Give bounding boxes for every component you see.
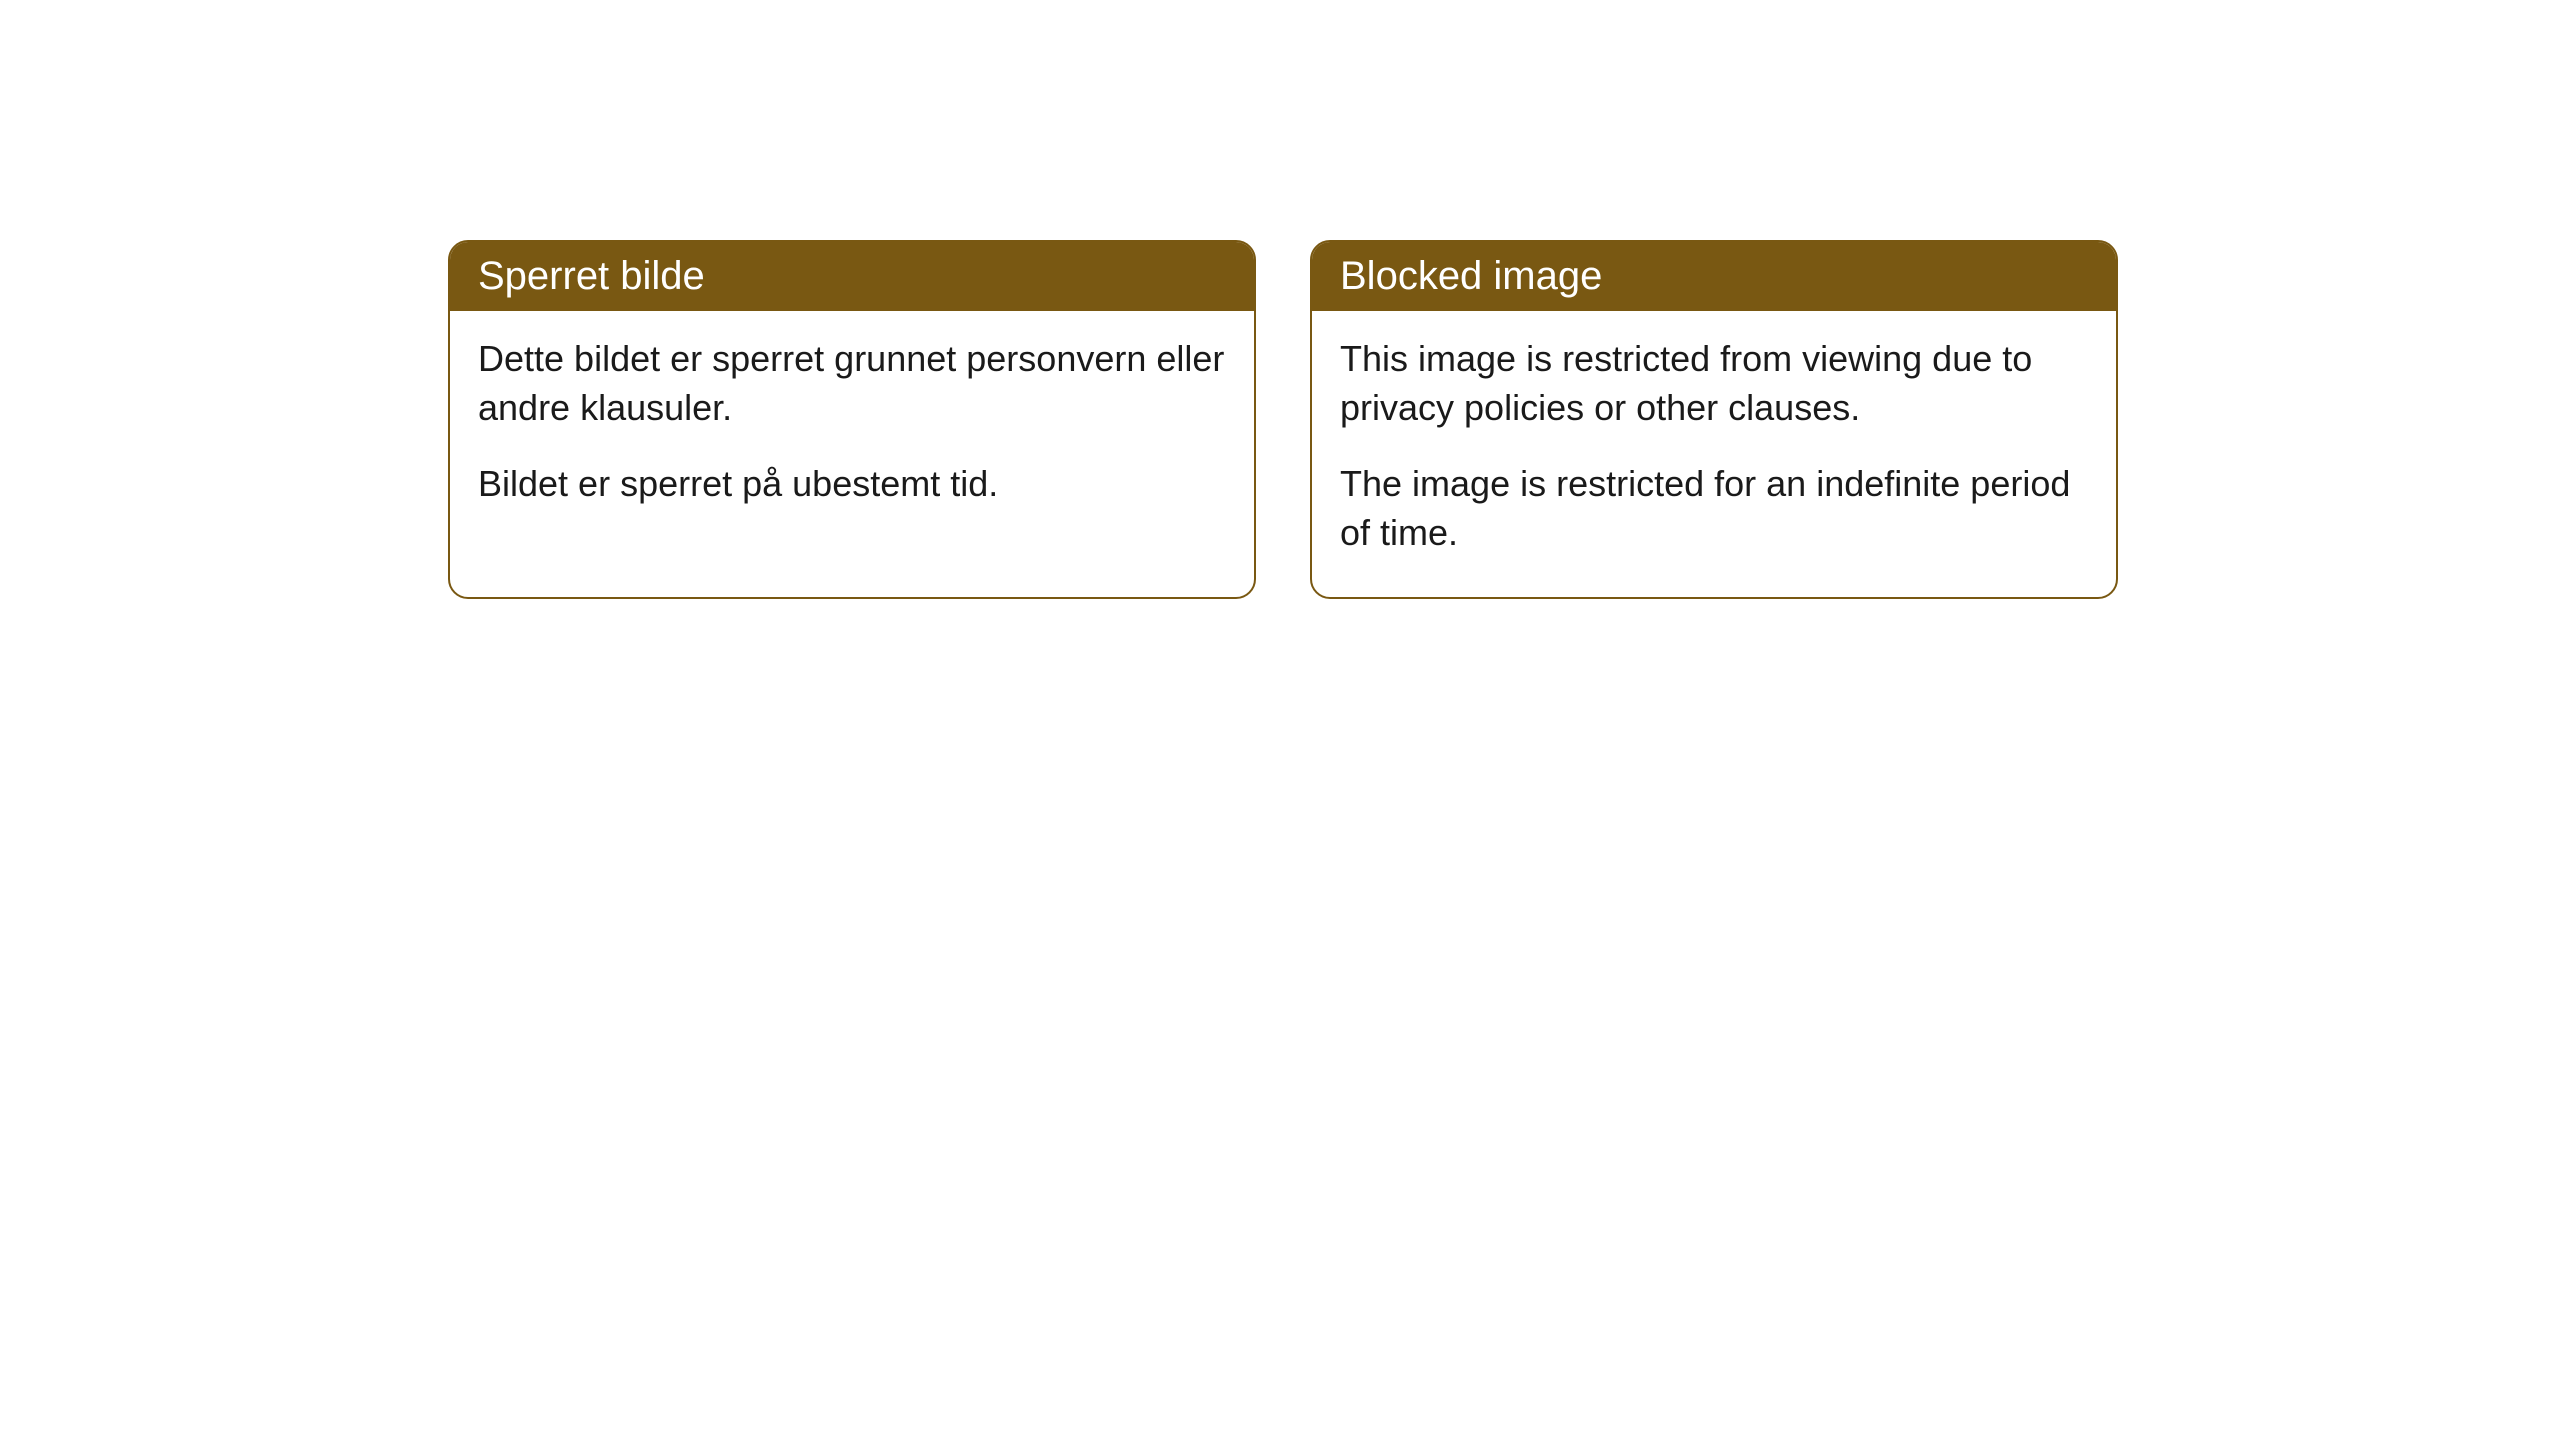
blocked-image-card-norwegian: Sperret bilde Dette bildet er sperret gr… xyxy=(448,240,1256,599)
card-paragraph-english-1: This image is restricted from viewing du… xyxy=(1340,335,2088,432)
blocked-image-card-english: Blocked image This image is restricted f… xyxy=(1310,240,2118,599)
card-paragraph-english-2: The image is restricted for an indefinit… xyxy=(1340,460,2088,557)
card-body-english: This image is restricted from viewing du… xyxy=(1312,311,2116,597)
card-header-english: Blocked image xyxy=(1312,242,2116,311)
card-paragraph-norwegian-1: Dette bildet er sperret grunnet personve… xyxy=(478,335,1226,432)
card-body-norwegian: Dette bildet er sperret grunnet personve… xyxy=(450,311,1254,549)
notice-container: Sperret bilde Dette bildet er sperret gr… xyxy=(0,0,2560,599)
card-title-norwegian: Sperret bilde xyxy=(478,254,705,298)
card-paragraph-norwegian-2: Bildet er sperret på ubestemt tid. xyxy=(478,460,1226,509)
card-title-english: Blocked image xyxy=(1340,254,1602,298)
card-header-norwegian: Sperret bilde xyxy=(450,242,1254,311)
